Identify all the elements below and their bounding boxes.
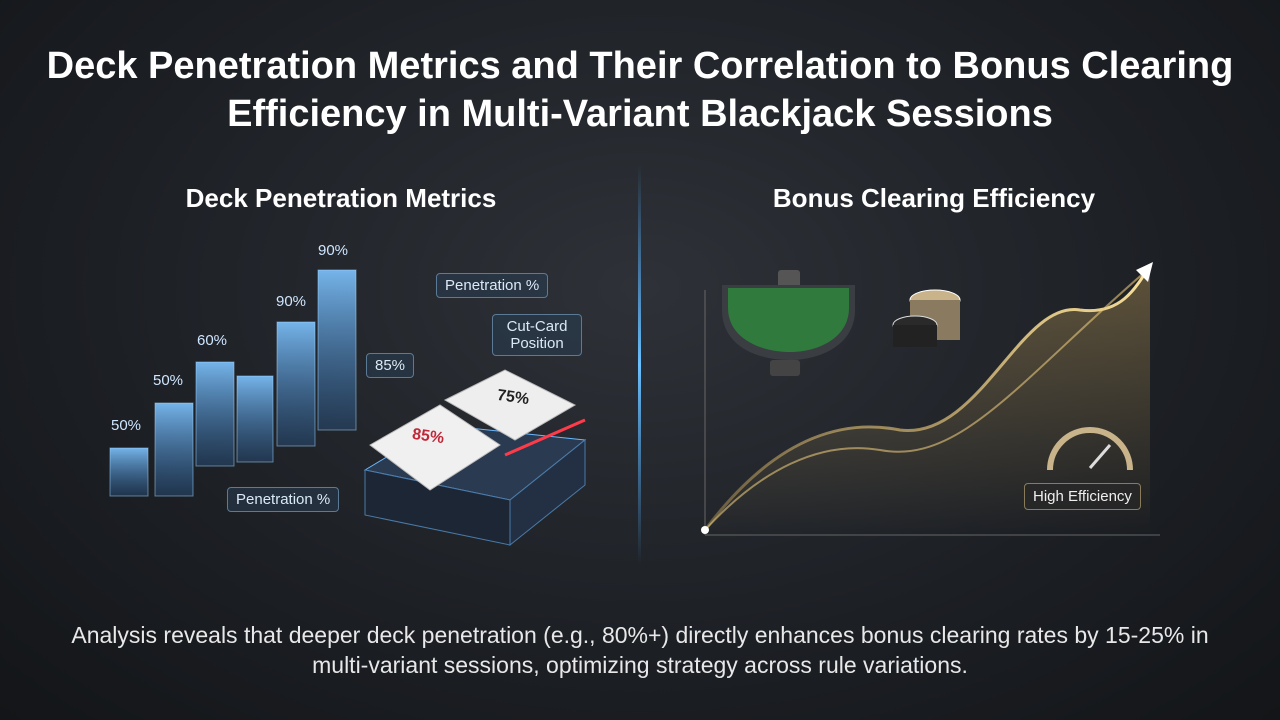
bar-label: 90% <box>317 242 349 259</box>
bar <box>317 269 357 431</box>
divider <box>638 165 641 565</box>
bar <box>276 321 316 447</box>
bar-label: 60% <box>196 332 228 349</box>
arrow <box>1136 262 1153 282</box>
card-stack <box>363 369 587 547</box>
bar <box>195 361 235 467</box>
chips-icon <box>892 289 961 347</box>
table-icon <box>722 270 855 376</box>
curve <box>703 264 1152 531</box>
curve <box>704 271 1146 531</box>
origin <box>701 526 709 534</box>
badge: High Efficiency <box>1024 483 1141 510</box>
bar-label: 50% <box>152 372 184 389</box>
callout: Penetration % <box>227 487 340 512</box>
card <box>369 404 501 491</box>
area <box>705 265 1150 535</box>
panel-heading: Bonus Clearing Efficiency <box>772 183 1096 213</box>
callout: 85% <box>366 353 415 378</box>
panel-heading: Deck Penetration Metrics <box>185 183 497 213</box>
summary: Analysis reveals that deeper deck penetr… <box>71 622 1209 678</box>
bar <box>154 402 194 497</box>
bar <box>236 375 274 463</box>
efficiency-chart <box>701 262 1160 536</box>
callout: Penetration % <box>436 273 549 298</box>
title: Deck Penetration Metrics and Their Corre… <box>46 45 1234 135</box>
bars <box>109 269 357 497</box>
gauge-icon <box>1047 427 1133 471</box>
bar-label: 90% <box>275 293 307 310</box>
callout: Cut-Card Position <box>492 314 582 356</box>
bar <box>109 447 149 497</box>
cut-card <box>504 418 586 457</box>
card <box>443 369 577 441</box>
bar-label: 50% <box>110 417 142 434</box>
